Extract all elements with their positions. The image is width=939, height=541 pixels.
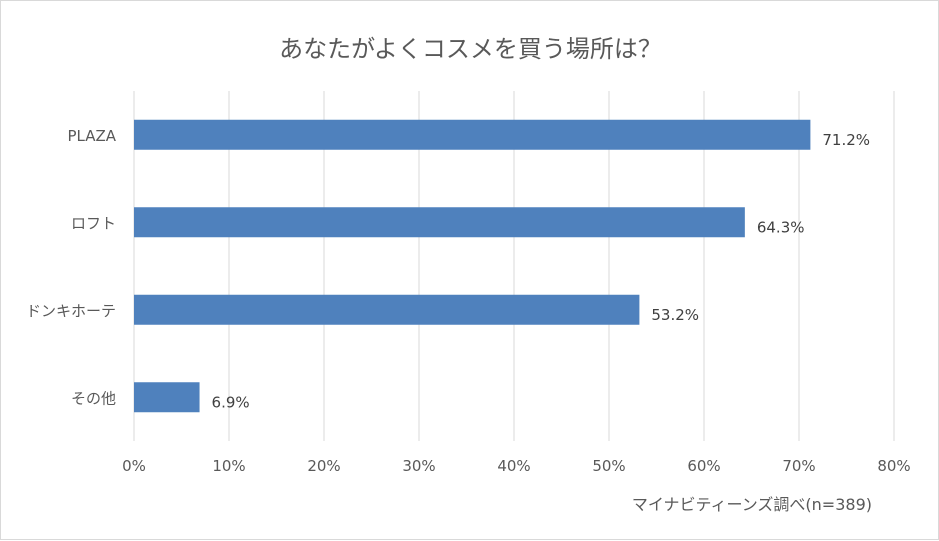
category-label: ドンキホーテ [26,302,116,320]
x-tick-label: 10% [212,457,245,475]
x-tick-label: 60% [687,457,720,475]
bar [134,207,745,238]
x-tick-label: 0% [122,457,146,475]
data-label: 6.9% [212,393,250,411]
source-note: マイナビティーンズ調べ(n=389) [631,495,872,514]
bar [134,382,200,413]
category-label: ロフト [71,214,116,232]
category-label: PLAZA [67,127,116,145]
x-tick-label: 50% [592,457,625,475]
bar [134,294,640,325]
data-label: 53.2% [651,306,699,324]
data-label: 71.2% [822,131,870,149]
category-label: その他 [71,389,116,407]
data-label: 64.3% [757,218,805,236]
x-tick-label: 80% [877,457,910,475]
x-tick-label: 40% [497,457,530,475]
x-tick-label: 70% [782,457,815,475]
x-tick-label: 30% [402,457,435,475]
bar [134,119,811,150]
chart-title: あなたがよくコスメを買う場所は？ [279,35,662,63]
x-tick-label: 20% [307,457,340,475]
